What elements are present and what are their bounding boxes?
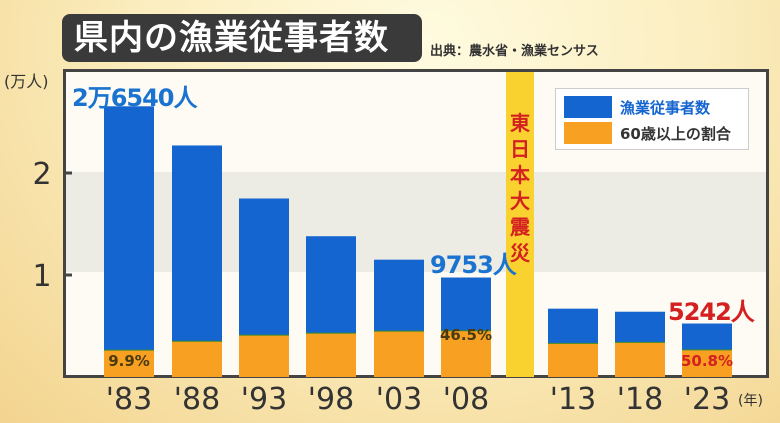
event-label-char: 本 [510,163,530,187]
bar-over60 [441,330,491,377]
y-axis-unit: (万人) [4,72,49,91]
event-band [506,72,534,377]
x-tick-label: '18 [617,382,663,417]
x-tick-label: '03 [376,382,422,417]
x-tick-label: '83 [106,382,152,417]
y-tick-label: 1 [32,259,51,294]
percent-label: 50.8% [681,352,733,370]
bar-over60 [172,341,222,377]
x-axis-unit: (年) [738,393,763,409]
bar-total [172,145,222,377]
bar-total [104,106,154,378]
total-label: 2万6540人 [72,84,197,112]
event-label-char: 東 [510,111,530,135]
x-tick-label: '13 [550,382,596,417]
event-label-char: 災 [510,241,531,265]
legend-swatch-workers [564,96,612,118]
event-label-char: 日 [510,137,530,161]
total-label: 9753人 [430,251,517,279]
x-tick-label: '93 [241,382,287,417]
y-tick-label: 2 [32,157,51,192]
bar-over60 [306,333,356,377]
bar-over60 [682,349,732,377]
legend: 漁業従事者数 60歳以上の割合 [555,88,749,150]
bar-over60 [615,342,665,377]
x-tick-label: '88 [174,382,220,417]
source-note: 出典：農水省・漁業センサス [430,44,599,59]
percent-label: 46.5% [440,326,492,344]
legend-swatch-over60 [564,122,612,144]
chart-title: 県内の漁業従事者数 [62,14,422,62]
bar-over60 [104,350,154,377]
percent-label: 9.9% [108,352,150,370]
event-label-char: 震 [510,215,531,239]
legend-label-workers: 漁業従事者数 [620,99,711,117]
bar-over60 [239,335,289,377]
legend-label-over60: 60歳以上の割合 [620,125,731,143]
x-tick-label: '08 [443,382,489,417]
x-tick-label: '23 [684,382,730,417]
bar-over60 [548,343,598,377]
event-label-char: 大 [510,189,530,213]
bar-over60 [374,331,424,377]
x-tick-label: '98 [308,382,354,417]
total-label: 5242人 [668,298,755,326]
